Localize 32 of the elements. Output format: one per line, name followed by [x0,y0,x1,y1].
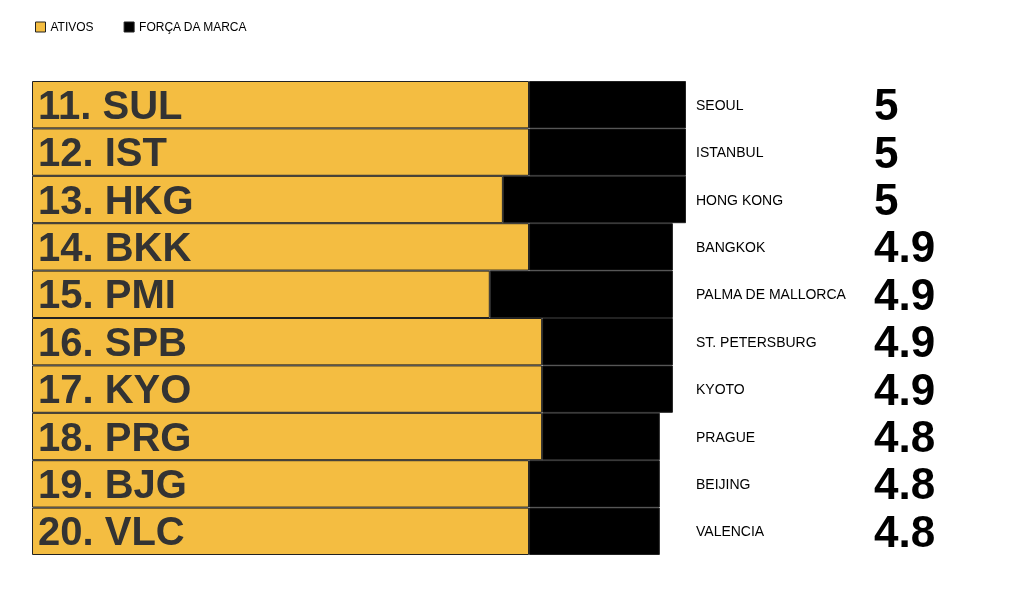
y-tick-label: 20. VLC [38,509,185,554]
y-tick-label: 15. PMI [38,272,176,317]
text: 5 [874,80,899,130]
y2-tick-label: HONG KONG [696,191,784,208]
text: 4.9 [874,364,936,414]
text: 5 [874,127,899,177]
y-tick-label: 11. SUL [38,82,183,127]
y-tick-label: 19. BJG [38,461,187,506]
y2-tick-label: PRAGUE [696,428,756,445]
y-tick-label: 13. HKG [38,177,194,222]
text: 4.9 [874,317,936,367]
legend-label: ATIVOS [50,20,94,34]
legend-label: FORÇA DA MARCA [139,20,247,34]
y-tick-label: 12. IST [38,130,167,175]
text: 4.9 [874,222,936,272]
y2-tick-label: BEIJING [696,475,751,492]
y2-tick-label: KYOTO [696,381,745,398]
text: 4.8 [874,506,936,556]
y2-tick-label: SEOUL [696,96,744,113]
text: 4.9 [874,269,936,319]
y2-tick-label: PALMA DE MALLORCA [696,286,847,303]
text: 4.8 [874,412,936,461]
y2-tick-label: VALENCIA [696,523,765,540]
text: 4.8 [874,459,936,509]
y-tick-label: 17. KYO [38,367,192,412]
y2-tick-label: ISTANBUL [696,144,764,161]
y2-tick-label: ST. PETERSBURG [696,333,817,350]
y-tick-label: 16. SPB [38,319,187,364]
y2-tick-label: BANGKOK [696,238,766,255]
y-tick-label: 18. PRG [38,414,192,459]
text: 5 [874,175,899,224]
y-tick-label: 14. BKK [38,224,192,269]
